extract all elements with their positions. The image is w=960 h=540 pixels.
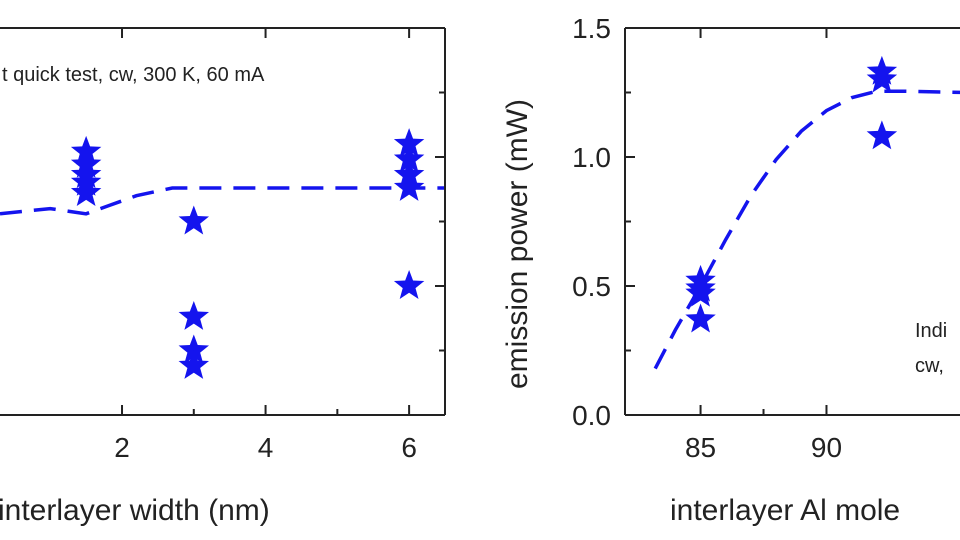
right-data-point: [866, 63, 898, 93]
left-x-tick-label: 4: [258, 432, 274, 463]
left-data-point: [178, 300, 210, 330]
right-data-point: [866, 120, 898, 150]
right-plot-area: 85 90 0.0 0.5 1.0 1.5: [572, 13, 960, 463]
left-data-point: [393, 270, 425, 299]
right-y-tick-label: 1.5: [572, 13, 611, 44]
right-data-point: [685, 303, 716, 333]
right-y-tick-label: 1.0: [572, 142, 611, 173]
left-data-point: [393, 128, 425, 158]
left-annotation: t quick test, cw, 300 K, 60 mA: [2, 64, 265, 86]
left-data-point: [393, 143, 425, 173]
right-annotation-line-1: Indi: [915, 320, 947, 342]
right-x-tick-label: 90: [811, 432, 842, 463]
left-data-point: [178, 205, 210, 235]
right-data-point: [685, 277, 716, 307]
left-fit-curve: [0, 186, 445, 216]
left-data-point: [70, 177, 102, 207]
right-y-tick-label: 0.5: [572, 271, 611, 302]
right-y-tick-label: 0.0: [572, 400, 611, 431]
left-plot-area: 2 4 6: [0, 28, 445, 463]
left-x-tick-label: 6: [401, 432, 417, 463]
right-x-axis-title: interlayer Al mole: [670, 494, 900, 527]
left-chart-panel: 2 4 6 t quick test, cw, 300 K, 60 mA inter…: [0, 27, 446, 527]
right-y-axis-title: emission power (mW): [501, 99, 534, 389]
left-data-point: [178, 349, 210, 379]
right-annotation-line-2: cw,: [915, 355, 944, 377]
right-x-tick-label: 85: [685, 432, 716, 463]
left-x-tick-label: 2: [114, 432, 130, 463]
right-chart-panel: 85 90 0.0 0.5 1.0 1.5 Indi cw, emission power…: [501, 13, 960, 527]
left-data-point: [393, 171, 425, 201]
left-x-axis-title: interlayer width (nm): [0, 494, 270, 527]
left-data-point: [178, 334, 210, 364]
